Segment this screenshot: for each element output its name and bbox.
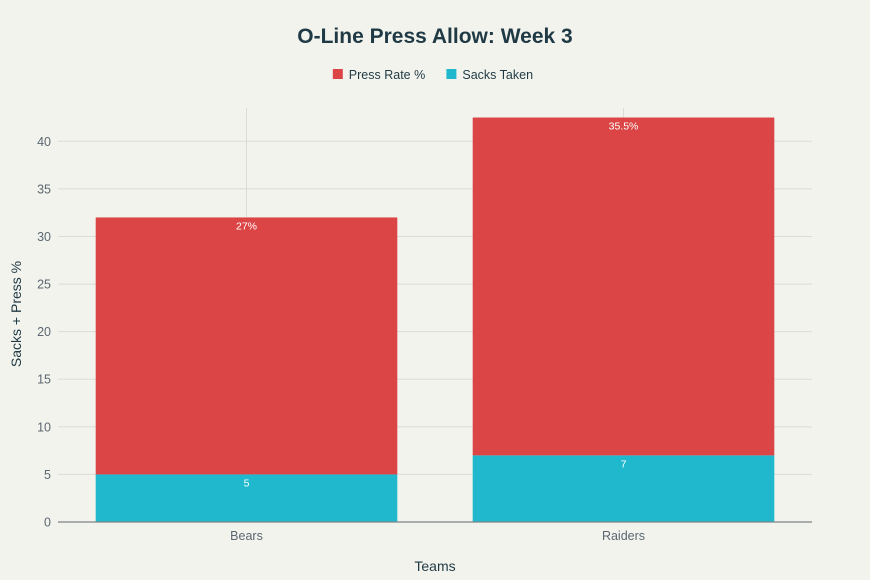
y-tick-label: 20 — [37, 325, 51, 339]
y-tick-label: 30 — [37, 230, 51, 244]
x-axis-title: Teams — [414, 558, 455, 574]
y-tick-label: 15 — [37, 373, 51, 387]
bar-sacks-taken-raiders — [472, 455, 775, 522]
y-tick-label: 0 — [44, 516, 51, 530]
y-tick-label: 40 — [37, 135, 51, 149]
bar-press-rate-bears — [95, 217, 398, 475]
y-axis-title: Sacks + Press % — [8, 261, 24, 367]
legend-label: Press Rate % — [349, 68, 425, 82]
bars: 5 27% 7 35.5% — [95, 117, 775, 522]
legend-swatch — [332, 69, 343, 79]
bar-press-rate-raiders — [472, 117, 775, 456]
legend-swatch — [446, 69, 457, 79]
data-label: 7 — [621, 458, 627, 470]
data-label: 5 — [244, 477, 250, 489]
x-tick-label: Raiders — [602, 529, 645, 543]
y-tick-label: 25 — [37, 278, 51, 292]
legend-label: Sacks Taken — [462, 68, 533, 82]
chart-title: O-Line Press Allow: Week 3 — [297, 25, 572, 48]
y-tick-label: 35 — [37, 182, 51, 196]
axis-ticks: 0 5 10 15 20 25 30 35 40 Bears Raiders — [37, 135, 812, 543]
y-tick-label: 5 — [44, 468, 51, 482]
x-tick-label: Bears — [230, 529, 263, 543]
data-label: 35.5% — [609, 121, 639, 133]
bar-sacks-taken-bears — [95, 474, 398, 522]
y-tick-label: 10 — [37, 420, 51, 434]
data-label: 27% — [236, 220, 257, 232]
legend: Press Rate % Sacks Taken — [332, 68, 533, 82]
